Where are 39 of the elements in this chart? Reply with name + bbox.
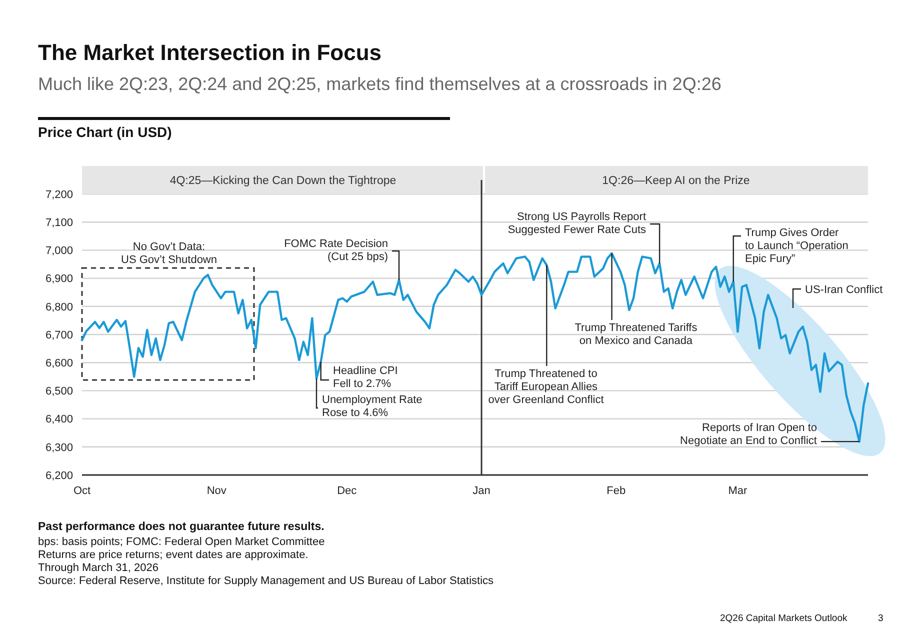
annotation: Trump Threatened to Tariff European Allies over Greenland Conflict	[488, 368, 604, 406]
x-tick-label: Nov	[206, 485, 227, 497]
annotation: No Gov’t Data: US Gov’t Shutdown	[121, 241, 217, 266]
chart-subtitle: Much like 2Q:23, 2Q:24 and 2Q:25, markets find themselves at a crossroads in 2Q:26	[38, 74, 722, 94]
y-tick-label: 6,600	[45, 357, 73, 370]
text: Price Chart (in USD)	[38, 124, 172, 140]
text: 4Q:25—Kicking the Can Down the Tightrope	[170, 175, 396, 187]
x-tick-label: Oct	[73, 485, 91, 497]
annotation: Unemployment Rate Rose to 4.6%	[322, 394, 422, 419]
y-tick-label: 6,700	[45, 329, 73, 342]
source-note: Source: Federal Reserve, Institute for Supply Management and US Bureau of Labor Statistics	[38, 575, 494, 587]
annotation: US-Iran Conflict	[805, 284, 883, 296]
y-tick-label: 6,400	[45, 414, 73, 426]
y-tick-label: 6,900	[45, 273, 73, 286]
y-tick-label: 7,100	[45, 216, 73, 229]
text: Past performance does not guarantee future results.	[38, 521, 324, 533]
text: Returns are price returns; event dates are approximate.	[38, 549, 308, 561]
y-tick-label: 6,800	[45, 301, 73, 314]
text: 1Q:26—Keep AI on the Prize	[602, 175, 750, 187]
text: Through March 31, 2026	[38, 562, 158, 574]
annotation: Reports of Iran Open to Negotiate an End to Conflict	[680, 422, 817, 447]
x-tick-label: Dec	[337, 485, 358, 497]
x-tick-label: Feb	[606, 485, 626, 497]
annotation: FOMC Rate Decision (Cut 25 bps)	[284, 238, 388, 263]
y-tick-label: 7,000	[45, 245, 73, 258]
annotation: Trump Gives Order to Launch “Operation Epic Fury”	[745, 227, 848, 265]
y-tick-label: 7,200	[45, 188, 73, 201]
y-tick-label: 6,300	[45, 442, 73, 454]
x-tick-label: Jan	[472, 485, 490, 497]
y-tick-label: 6,200	[45, 470, 73, 482]
annotation: Trump Threatened Tariffs on Mexico and Canada	[574, 322, 698, 347]
text: 2Q26 Capital Markets Outlook	[720, 613, 848, 624]
text: bps: basis points; FOMC: Federal Open Market Committee	[38, 536, 325, 548]
x-tick-label: Mar	[728, 485, 748, 497]
annotation: Strong US Payrolls Report Suggested Fewer Rate Cuts	[508, 211, 646, 236]
annotation: Headline CPI Fell to 2.7%	[333, 365, 398, 390]
text: 3	[878, 613, 884, 624]
y-tick-label: 6,500	[45, 386, 73, 398]
chart-title: The Market Intersection in Focus	[38, 40, 382, 65]
